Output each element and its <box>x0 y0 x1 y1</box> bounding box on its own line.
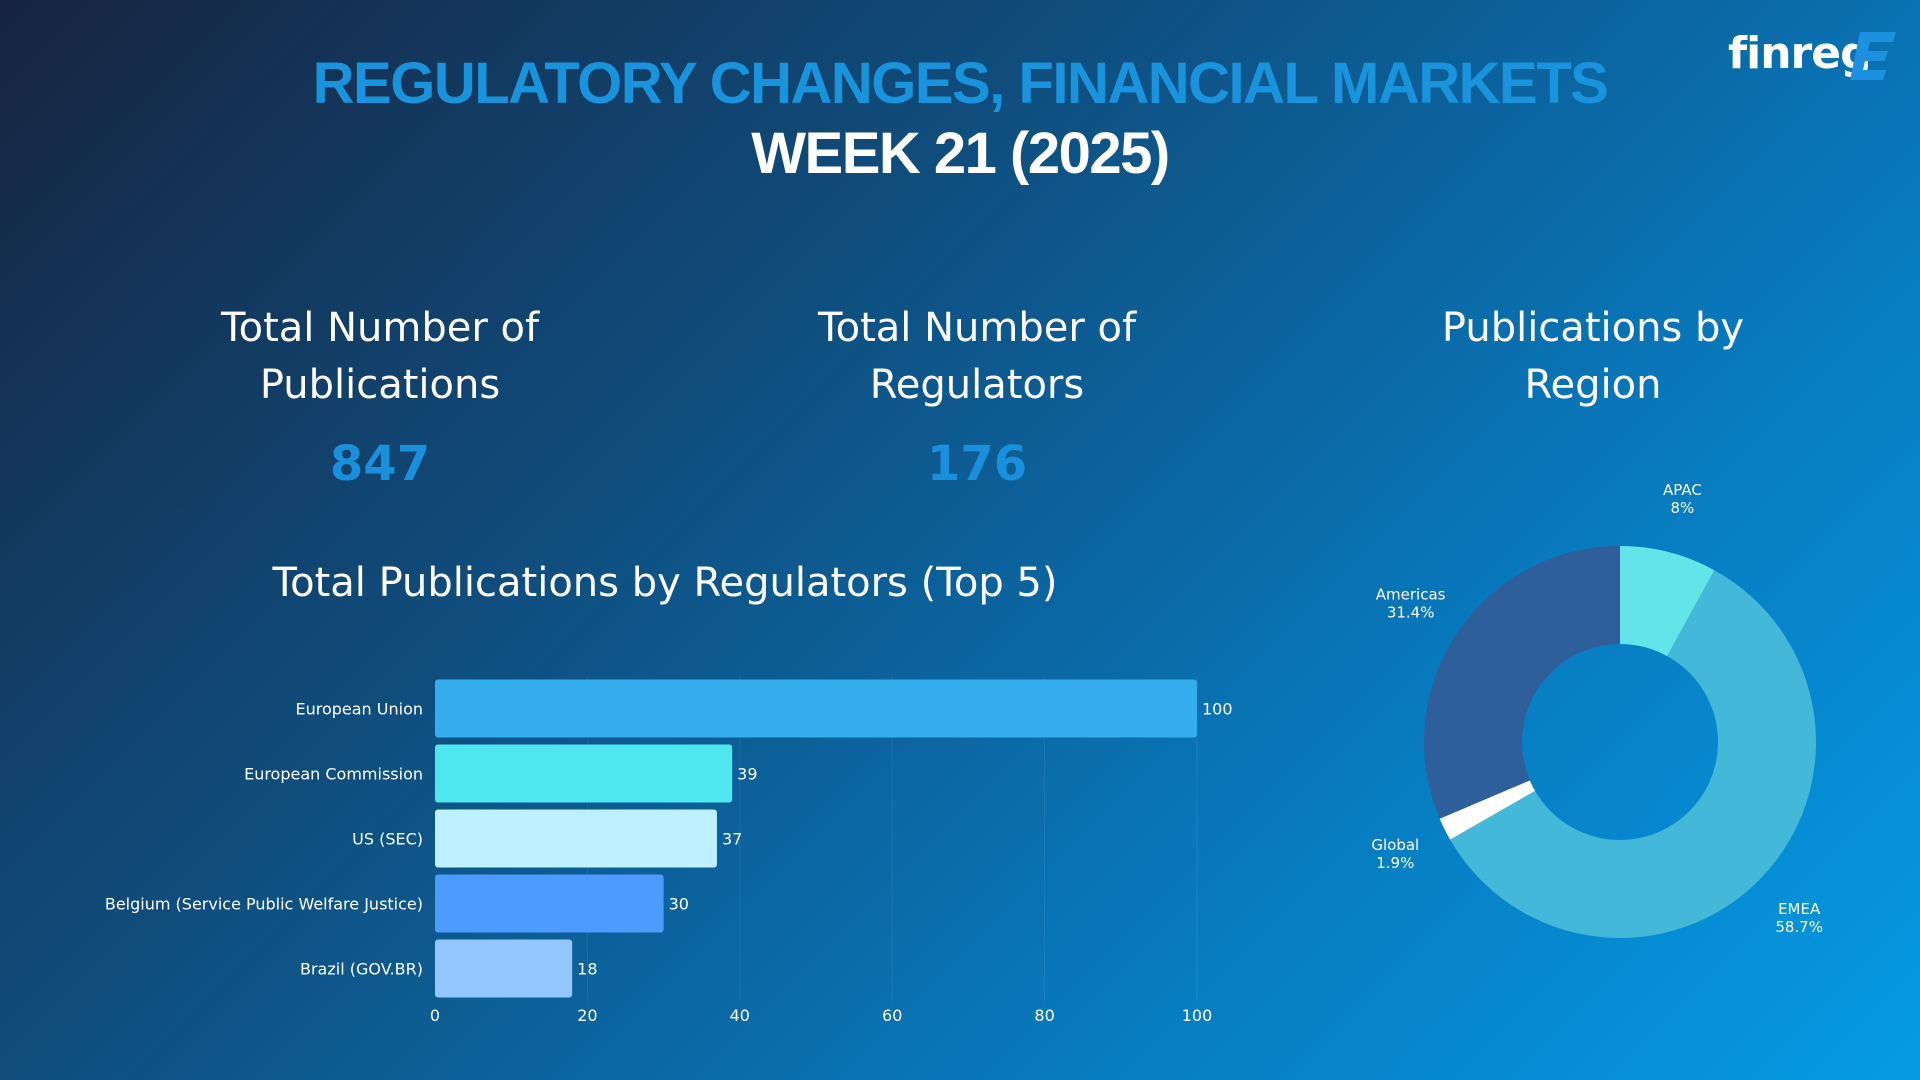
slice-percent-americas: 31.4% <box>1387 604 1435 622</box>
kpi-publications-label-line2: Publications <box>259 362 501 408</box>
slice-label-apac: APAC <box>1663 481 1702 499</box>
slice-label-global: Global <box>1371 836 1419 854</box>
kpi-regulators-label-line1: Total Number of <box>817 305 1137 351</box>
value-label-us-sec: 37 <box>722 830 742 849</box>
bar-belgium-service-public-welfare-justice <box>435 874 664 933</box>
value-label-belgium-service-public-welfare-justice: 30 <box>669 895 689 914</box>
bar-brazil-gov-br <box>435 939 573 998</box>
x-tick-label-40: 40 <box>730 1006 750 1025</box>
value-label-brazil-gov-br: 18 <box>577 960 597 979</box>
x-tick-label-60: 60 <box>882 1006 902 1025</box>
bar-us-sec <box>435 809 717 868</box>
kpi-publications-label: Total Number of Publications <box>120 300 640 414</box>
kpi-publications-value: 847 <box>329 436 431 492</box>
x-tick-label-100: 100 <box>1182 1006 1213 1025</box>
bar-european-commission <box>435 744 733 803</box>
slice-label-emea: EMEA <box>1778 900 1821 918</box>
x-tick-label-20: 20 <box>577 1006 597 1025</box>
category-label-us-sec: US (SEC) <box>352 830 423 849</box>
slice-percent-emea: 58.7% <box>1775 918 1823 936</box>
kpi-regulators-label: Total Number of Regulators <box>717 300 1237 414</box>
kpi-regulators-value: 176 <box>926 436 1028 492</box>
slice-global <box>1439 780 1536 840</box>
slice-emea <box>1450 570 1816 938</box>
bar-chart-title: Total Publications by Regulators (Top 5) <box>272 560 1058 606</box>
category-label-brazil-gov-br: Brazil (GOV.BR) <box>300 960 423 979</box>
kpi-regulators-label-line2: Regulators <box>869 362 1085 408</box>
value-label-european-commission: 39 <box>737 765 757 784</box>
category-label-european-commission: European Commission <box>244 765 423 784</box>
slice-percent-apac: 8% <box>1671 499 1695 517</box>
slice-americas <box>1424 546 1620 819</box>
page-title: REGULATORY CHANGES, FINANCIAL MARKETS <box>312 51 1609 116</box>
bar-european-union <box>435 679 1197 738</box>
x-tick-label-0: 0 <box>430 1006 440 1025</box>
finreg-logo: finreg <box>1726 26 1896 92</box>
slice-label-americas: Americas <box>1376 586 1446 604</box>
category-label-european-union: European Union <box>295 700 423 719</box>
region-chart-title: Publications by Region <box>1333 300 1853 414</box>
category-label-belgium-service-public-welfare-justice: Belgium (Service Public Welfare Justice) <box>105 895 423 914</box>
x-tick-label-80: 80 <box>1034 1006 1054 1025</box>
slice-apac <box>1620 546 1715 657</box>
region-chart-title-line2: Region <box>1524 362 1662 408</box>
slice-percent-global: 1.9% <box>1376 854 1414 872</box>
page-subtitle: WEEK 21 (2025) <box>751 121 1170 186</box>
logo-wordmark: finreg <box>1728 28 1872 79</box>
kpi-publications-label-line1: Total Number of <box>220 305 540 351</box>
logo-e-mark-icon <box>1850 32 1896 80</box>
region-chart-title-line1: Publications by <box>1441 305 1745 351</box>
value-label-european-union: 100 <box>1202 700 1233 719</box>
